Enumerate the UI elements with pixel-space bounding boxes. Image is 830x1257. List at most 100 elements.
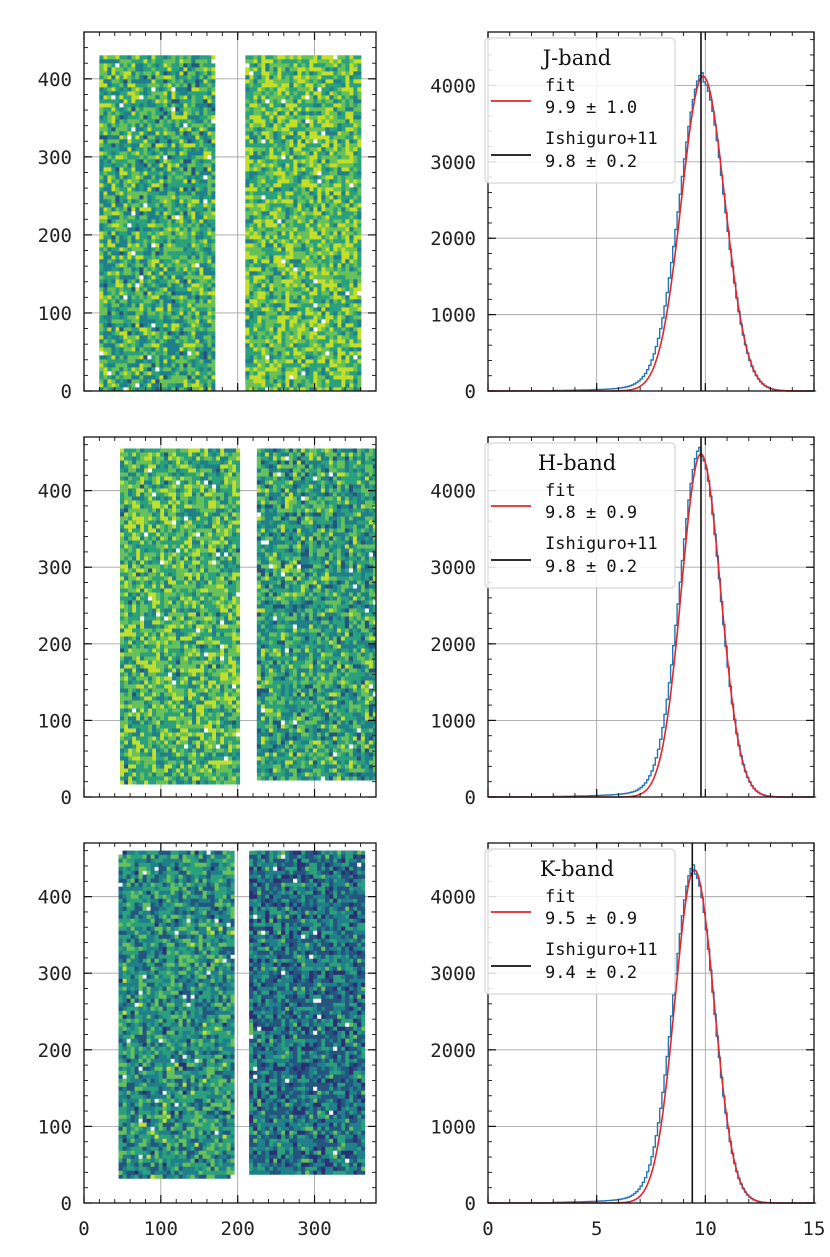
pixel-cells [249, 850, 366, 1175]
pixel-cells [99, 55, 216, 391]
y-tick-label: 2000 [430, 1040, 476, 1062]
y-tick-label: 100 [38, 303, 72, 325]
legend-ref-value: 9.8 ± 0.2 [545, 557, 637, 577]
pixel-block [256, 448, 376, 781]
legend-fit-value: 9.9 ± 1.0 [545, 98, 637, 118]
pixel-cells [249, 850, 366, 1175]
x-tick-label: 0 [482, 1218, 493, 1240]
y-tick-label: 200 [38, 634, 72, 656]
pixel-block [120, 448, 241, 785]
y-tick-label: 4000 [430, 481, 476, 503]
legend-fit-label: fit [545, 481, 576, 501]
map-panel-2: 0 100 200 300 400 [38, 436, 377, 809]
pixel-cells [249, 850, 366, 1175]
y-tick-label: 300 [38, 963, 72, 985]
y-tick-label: 400 [38, 887, 72, 909]
legend-title: H-band [538, 451, 616, 475]
y-tick-label: 4000 [430, 75, 476, 97]
pixel-cells [99, 63, 216, 391]
legend-fit-label: fit [545, 76, 576, 96]
pixel-block [99, 55, 216, 391]
x-tick-label: 5 [591, 1218, 602, 1240]
y-tick-label: 200 [38, 1040, 72, 1062]
pixel-cells [118, 850, 235, 1179]
pixel-cells [256, 448, 376, 781]
axes-frame [487, 31, 815, 392]
y-tick-label: 100 [38, 710, 72, 732]
y-tick-label: 2000 [430, 634, 476, 656]
x-tick-label: 10 [694, 1218, 717, 1240]
x-tick-label: 200 [221, 1218, 255, 1240]
legend-fit-value: 9.5 ± 0.9 [545, 909, 637, 929]
y-tick-label: 1000 [430, 305, 476, 327]
legend-box [484, 37, 676, 184]
y-tick-label: 1000 [430, 1116, 476, 1138]
y-tick-label: 200 [38, 225, 72, 247]
y-tick-label: 100 [38, 1116, 72, 1138]
y-tick-label: 0 [61, 381, 72, 403]
pixel-cells [249, 850, 366, 1175]
legend-title: J-band [541, 46, 611, 70]
pixel-cells [245, 55, 362, 391]
legend-ref-label: Ishiguro+11 [545, 534, 658, 554]
y-tick-label: 300 [38, 147, 72, 169]
axes-frame [83, 436, 377, 798]
y-tick-label: 0 [465, 1193, 476, 1215]
pixel-cells [245, 55, 362, 391]
x-tick-label: 0 [78, 1218, 89, 1240]
pixel-cells [256, 448, 376, 781]
pixel-cells [99, 55, 216, 391]
pixel-cells [118, 850, 235, 1179]
axes-frame [487, 842, 815, 1204]
pixel-cells [256, 448, 376, 781]
legend-box [484, 848, 676, 995]
pixel-block [245, 55, 362, 391]
y-tick-label: 3000 [430, 557, 476, 579]
pixel-cells [245, 55, 362, 391]
y-tick-label: 0 [465, 787, 476, 809]
axes-frame [83, 31, 377, 392]
y-tick-label: 300 [38, 557, 72, 579]
axes-frame [83, 842, 377, 1204]
y-tick-label: 0 [465, 381, 476, 403]
y-tick-label: 0 [61, 787, 72, 809]
pixel-cells [120, 448, 241, 785]
y-tick-label: 0 [61, 1193, 72, 1215]
legend-title: K-band [540, 857, 614, 881]
y-tick-label: 1000 [430, 710, 476, 732]
pixel-cells [118, 850, 227, 1175]
pixel-cells [249, 850, 366, 1175]
pixel-cells [245, 63, 362, 391]
pixel-cells [118, 850, 235, 1179]
pixel-cells [256, 448, 376, 781]
map-panel-0: 0 100 200 300 400 [38, 31, 377, 403]
x-tick-label: 15 [803, 1218, 826, 1240]
legend-ref-value: 9.8 ± 0.2 [545, 152, 637, 172]
legend-ref-label: Ishiguro+11 [545, 129, 658, 149]
map-panel-4: 0 100 200 300 400 0 100 200 300 [38, 842, 377, 1240]
x-tick-label: 300 [297, 1218, 331, 1240]
legend-fit-label: fit [545, 887, 576, 907]
y-tick-label: 400 [38, 481, 72, 503]
legend-fit-value: 9.8 ± 0.9 [545, 503, 637, 523]
y-tick-label: 3000 [430, 963, 476, 985]
pixel-cells [118, 850, 235, 1179]
legend-box [484, 442, 676, 589]
y-tick-label: 3000 [430, 152, 476, 174]
y-tick-label: 2000 [430, 228, 476, 250]
pixel-block [118, 850, 235, 1179]
pixel-cells [99, 55, 216, 391]
pixel-cells [256, 448, 376, 781]
pixel-cells [120, 448, 241, 785]
legend-ref-label: Ishiguro+11 [545, 940, 658, 960]
y-tick-label: 400 [38, 69, 72, 91]
legend-ref-value: 9.4 ± 0.2 [545, 963, 637, 983]
x-tick-label: 100 [144, 1218, 178, 1240]
